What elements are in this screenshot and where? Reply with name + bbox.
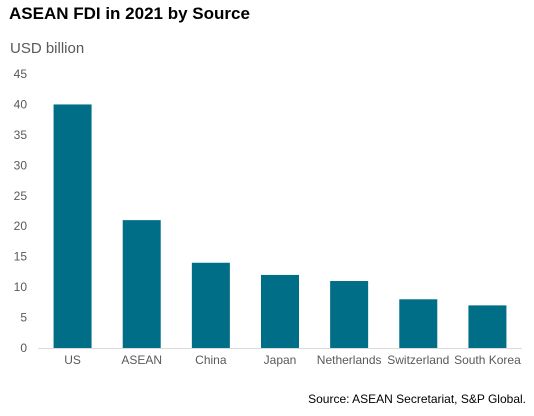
y-tick-label: 30 — [14, 158, 28, 172]
y-tick-label: 35 — [14, 128, 28, 142]
x-axis-labels: US ASEAN China Japan Netherlands Switzerland S… — [64, 353, 521, 367]
bar-us — [53, 104, 92, 348]
y-tick-label: 20 — [14, 219, 28, 233]
x-tick-label: US — [64, 353, 81, 367]
x-tick-label: China — [195, 353, 227, 367]
source-note: Source: ASEAN Secretariat, S&P Global. — [308, 392, 526, 406]
y-tick-label: 5 — [20, 311, 27, 325]
y-tick-label: 40 — [14, 97, 28, 111]
y-axis-ticks: 0 5 10 15 20 25 30 35 40 45 — [14, 67, 28, 355]
x-tick-label: Netherlands — [317, 353, 382, 367]
y-tick-label: 15 — [14, 250, 28, 264]
x-tick-label: South Korea — [454, 353, 521, 367]
y-tick-label: 25 — [14, 189, 28, 203]
bars — [53, 104, 507, 348]
y-axis-unit-label: USD billion — [10, 40, 85, 57]
bar-netherlands — [330, 281, 369, 348]
y-tick-label: 45 — [14, 67, 28, 81]
y-tick-label: 0 — [20, 341, 27, 355]
x-tick-label: Japan — [264, 353, 297, 367]
bar-asean — [122, 220, 161, 348]
x-tick-label: ASEAN — [121, 353, 162, 367]
bar-south-korea — [468, 305, 507, 348]
bar-china — [191, 262, 230, 348]
bar-japan — [261, 274, 299, 348]
x-tick-label: Switzerland — [387, 353, 449, 367]
chart-title: ASEAN FDI in 2021 by Source — [9, 4, 250, 23]
bar-switzerland — [399, 299, 438, 348]
y-tick-label: 10 — [14, 280, 28, 294]
